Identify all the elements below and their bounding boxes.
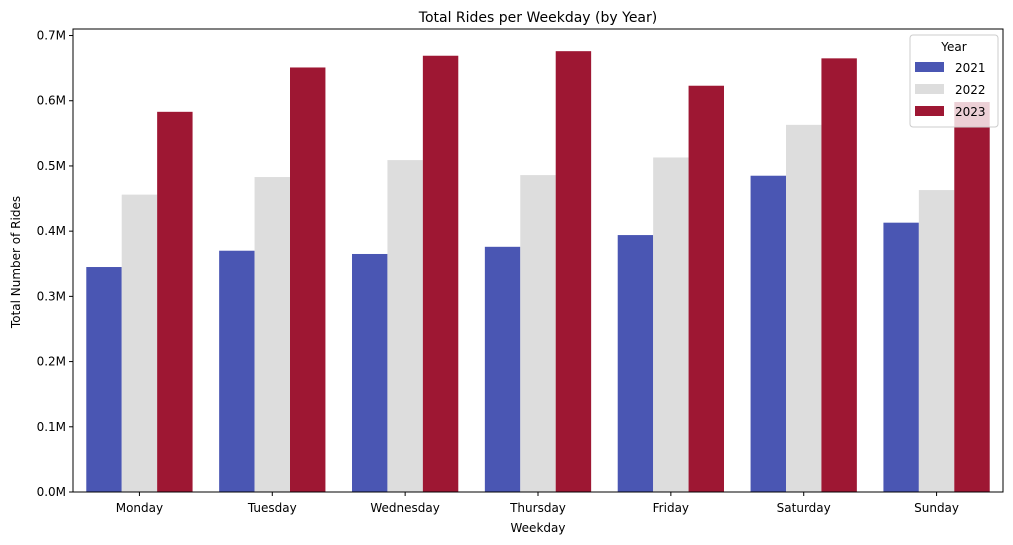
bar-2022-sunday — [918, 190, 955, 492]
axes-group: 0.0M 0.1M 0.2M 0.3M 0.4M 0.5M 0.6M 0.7M Monday Tu… — [37, 28, 1004, 515]
y-tick-label: 0.6M — [37, 94, 66, 108]
bar-2023-tuesday — [290, 67, 326, 493]
bar-2021-friday — [617, 235, 654, 492]
bar-2022-saturday — [786, 124, 822, 492]
x-tick-label: Monday — [116, 501, 163, 515]
bars-group — [86, 51, 990, 493]
y-axis-label: Total Number of Rides — [9, 196, 23, 329]
chart-title: Total Rides per Weekday (by Year) — [418, 10, 657, 26]
y-tick-label: 0.2M — [37, 355, 66, 369]
x-tick-label: Friday — [653, 501, 689, 515]
bar-2023-friday — [688, 85, 724, 493]
legend-label-2022: 2022 — [955, 83, 986, 97]
bar-2023-sunday — [954, 102, 990, 492]
bar-2021-sunday — [883, 222, 919, 492]
x-tick-label: Thursday — [509, 501, 566, 515]
y-tick-label: 0.3M — [37, 289, 66, 303]
legend-label-2021: 2021 — [955, 61, 986, 75]
legend-box — [909, 34, 999, 128]
bar-2023-thursday — [555, 51, 592, 493]
y-tick-label: 0.7M — [37, 29, 66, 43]
bar-2022-thursday — [520, 175, 556, 492]
legend-title: Year — [940, 40, 966, 54]
legend: Year 2021 2022 2023 — [909, 34, 999, 128]
bar-2021-tuesday — [219, 250, 255, 492]
y-tick-label: 0.1M — [37, 420, 66, 434]
x-tick-label: Sunday — [914, 501, 959, 515]
bar-2022-friday — [653, 157, 689, 493]
legend-swatch-2022 — [915, 84, 944, 94]
bar-2023-monday — [157, 111, 193, 493]
bar-2023-saturday — [821, 58, 857, 493]
bar-2021-saturday — [750, 175, 786, 493]
bar-2021-monday — [86, 267, 122, 492]
x-tick-label: Tuesday — [247, 501, 297, 515]
bar-2022-wednesday — [387, 160, 423, 492]
y-tick-label: 0.4M — [37, 224, 66, 238]
x-tick-label: Wednesday — [370, 501, 439, 515]
y-tick-label: 0.5M — [37, 159, 66, 173]
x-tick-label: Saturday — [777, 501, 831, 515]
legend-swatch-2021 — [915, 62, 944, 72]
bar-2021-thursday — [484, 246, 521, 492]
bar-2022-tuesday — [254, 177, 290, 492]
bar-2021-wednesday — [352, 253, 388, 492]
bar-2023-wednesday — [422, 55, 459, 492]
legend-swatch-2023 — [915, 106, 944, 116]
y-tick-label: 0.0M — [37, 485, 66, 499]
legend-label-2023: 2023 — [955, 105, 986, 119]
x-axis-label: Weekday — [511, 521, 566, 535]
bar-2022-monday — [121, 194, 158, 492]
